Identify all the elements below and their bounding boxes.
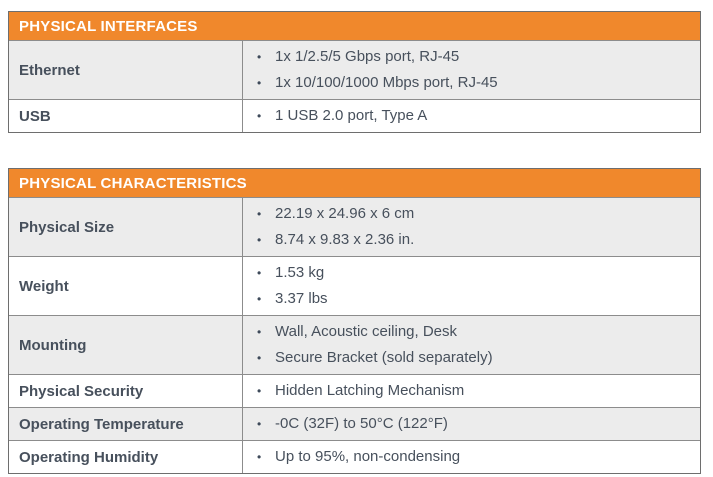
bullet-icon: • (257, 450, 262, 464)
physical-characteristics-table: PHYSICAL CHARACTERISTICS Physical Size •… (8, 168, 701, 474)
row-values: • Hidden Latching Mechanism (243, 375, 700, 407)
list-item: • 3.37 lbs (257, 286, 694, 312)
bullet-icon: • (257, 109, 262, 123)
row-label: Ethernet (9, 41, 243, 99)
table-row: Mounting • Wall, Acoustic ceiling, Desk … (9, 315, 700, 374)
bullet-icon: • (257, 351, 262, 365)
list-item-text: Wall, Acoustic ceiling, Desk (275, 323, 458, 340)
bullet-icon: • (257, 50, 262, 64)
row-values: • 1.53 kg • 3.37 lbs (243, 257, 700, 315)
row-label: Physical Security (9, 375, 243, 407)
row-values: • 1 USB 2.0 port, Type A (243, 100, 700, 132)
row-label: Operating Humidity (9, 441, 243, 473)
row-label: Mounting (9, 316, 243, 374)
list-item-text: Up to 95%, non-condensing (275, 448, 461, 465)
table-title: PHYSICAL CHARACTERISTICS (9, 169, 700, 197)
row-label: Physical Size (9, 198, 243, 256)
list-item: • Up to 95%, non-condensing (257, 444, 694, 470)
list-item-text: 1.53 kg (275, 264, 325, 281)
list-item-text: 1x 10/100/1000 Mbps port, RJ-45 (275, 74, 498, 91)
row-label: Weight (9, 257, 243, 315)
bullet-icon: • (257, 207, 262, 221)
row-values: • Up to 95%, non-condensing (243, 441, 700, 473)
table-row: Operating Temperature • -0C (32F) to 50°… (9, 407, 700, 440)
list-item: • 8.74 x 9.83 x 2.36 in. (257, 227, 694, 253)
list-item-text: 1 USB 2.0 port, Type A (275, 107, 428, 124)
row-label: Operating Temperature (9, 408, 243, 440)
row-values: • 22.19 x 24.96 x 6 cm • 8.74 x 9.83 x 2… (243, 198, 700, 256)
row-values: • -0C (32F) to 50°C (122°F) (243, 408, 700, 440)
list-item: • Hidden Latching Mechanism (257, 378, 694, 404)
list-item: • 22.19 x 24.96 x 6 cm (257, 201, 694, 227)
table-row: Ethernet • 1x 1/2.5/5 Gbps port, RJ-45 •… (9, 40, 700, 99)
table-row: Operating Humidity • Up to 95%, non-cond… (9, 440, 700, 473)
list-item-text: Secure Bracket (sold separately) (275, 349, 493, 366)
table-row: Weight • 1.53 kg • 3.37 lbs (9, 256, 700, 315)
list-item: • -0C (32F) to 50°C (122°F) (257, 411, 694, 437)
list-item-text: Hidden Latching Mechanism (275, 382, 465, 399)
bullet-icon: • (257, 384, 262, 398)
table-row: USB • 1 USB 2.0 port, Type A (9, 99, 700, 132)
list-item-text: 22.19 x 24.96 x 6 cm (275, 205, 415, 222)
bullet-icon: • (257, 325, 262, 339)
list-item: • 1 USB 2.0 port, Type A (257, 103, 694, 129)
list-item: • 1x 1/2.5/5 Gbps port, RJ-45 (257, 44, 694, 70)
bullet-icon: • (257, 266, 262, 280)
list-item: • Secure Bracket (sold separately) (257, 345, 694, 371)
list-item: • 1x 10/100/1000 Mbps port, RJ-45 (257, 70, 694, 96)
row-values: • 1x 1/2.5/5 Gbps port, RJ-45 • 1x 10/10… (243, 41, 700, 99)
list-item: • 1.53 kg (257, 260, 694, 286)
list-item-text: 3.37 lbs (275, 290, 328, 307)
list-item-text: -0C (32F) to 50°C (122°F) (275, 415, 448, 432)
bullet-icon: • (257, 76, 262, 90)
table-row: Physical Size • 22.19 x 24.96 x 6 cm • 8… (9, 197, 700, 256)
table-title: PHYSICAL INTERFACES (9, 12, 700, 40)
bullet-icon: • (257, 292, 262, 306)
bullet-icon: • (257, 417, 262, 431)
list-item: • Wall, Acoustic ceiling, Desk (257, 319, 694, 345)
physical-interfaces-table: PHYSICAL INTERFACES Ethernet • 1x 1/2.5/… (8, 11, 701, 133)
bullet-icon: • (257, 233, 262, 247)
row-values: • Wall, Acoustic ceiling, Desk • Secure … (243, 316, 700, 374)
list-item-text: 1x 1/2.5/5 Gbps port, RJ-45 (275, 48, 460, 65)
list-item-text: 8.74 x 9.83 x 2.36 in. (275, 231, 415, 248)
table-row: Physical Security • Hidden Latching Mech… (9, 374, 700, 407)
row-label: USB (9, 100, 243, 132)
